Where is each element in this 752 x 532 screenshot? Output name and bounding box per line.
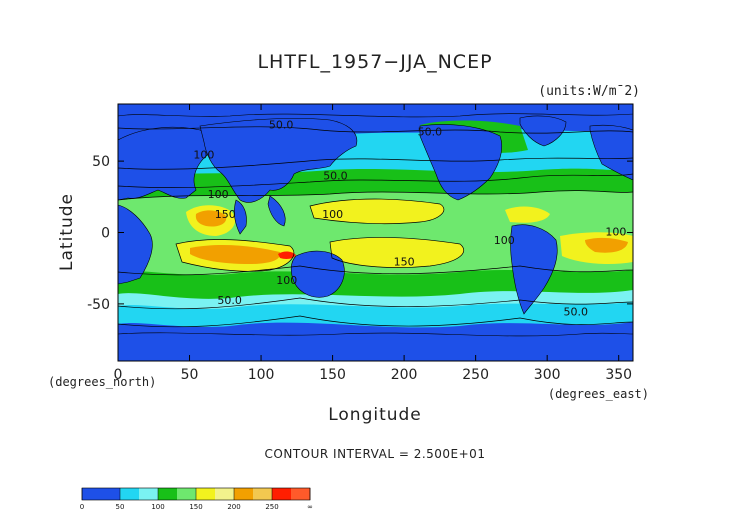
colorbar [81, 487, 311, 501]
colorbar-swatch [158, 488, 178, 500]
y-axis-ticks: -50 0 50 [87, 154, 633, 313]
colorbar-swatch [139, 488, 159, 500]
land-india [234, 199, 247, 235]
colorbar-swatch [253, 488, 273, 500]
colorbar-label: 150 [189, 503, 202, 511]
colorbar-label: 100 [151, 503, 164, 511]
land-greenland [519, 115, 567, 147]
y-tick-label: 0 [101, 226, 110, 242]
x-tick-label: 150 [319, 367, 346, 383]
contour-label: 50.0 [564, 305, 589, 318]
contour-label: 50.0 [269, 118, 294, 131]
core-arabian-orange [195, 210, 227, 227]
colorbar-swatch [215, 488, 235, 500]
colorbar-label: 200 [227, 503, 240, 511]
contour-line-100-south [118, 265, 633, 276]
contour-line-150-npacific [309, 198, 445, 224]
x-tick-label: 300 [534, 367, 561, 383]
land-europe-africa-east [589, 124, 633, 181]
land-eurasia [199, 118, 358, 203]
contour-interval: CONTOUR INTERVAL = 2.500E+01 [265, 447, 486, 461]
colorbar-label: 250 [265, 503, 278, 511]
x-tick-label: 350 [605, 367, 632, 383]
colorbar-swatch [82, 488, 102, 500]
land-south-america [510, 224, 558, 315]
land-southeast-asia [267, 195, 286, 227]
x-tick-label: 0 [114, 367, 123, 383]
contour-line-150-indian [175, 239, 295, 272]
x-tick-label: 100 [248, 367, 275, 383]
x-unit-label: (degrees_east) [548, 387, 649, 401]
x-tick-label: 200 [391, 367, 418, 383]
contour-label: 50.0 [418, 125, 443, 138]
colorbar-swatch [272, 488, 292, 500]
chart-title: LHTFL_1957−JJA_NCEP [257, 51, 492, 73]
contour-labels: 50.0 100 50.0 100 150 100 150 100 50.0 100 100 50.0… [193, 118, 626, 318]
colorbar-swatch [120, 488, 140, 500]
colorbar-label: ∞ [307, 503, 313, 511]
colorbar-swatch [291, 488, 311, 500]
x-axis-ticks: 0 50 100 150 200 250 300 350 [114, 104, 632, 383]
land-australia [290, 250, 345, 298]
contour-line-150-pacific [329, 237, 465, 268]
y-tick-label: 50 [92, 154, 110, 170]
land-africa [118, 204, 153, 285]
land-antarctica [118, 332, 633, 361]
contour-line-75-north [118, 157, 633, 170]
core-caribbean [505, 206, 550, 223]
colorbar-label: 0 [80, 503, 84, 511]
core-north-pacific [310, 199, 444, 224]
x-tick-label: 50 [181, 367, 199, 383]
colorbar-swatch [234, 488, 254, 500]
contour-label: 50.0 [323, 170, 348, 183]
core-red-maximum [278, 251, 296, 259]
colorbar-swatch [101, 488, 121, 500]
x-tick-label: 250 [462, 367, 489, 383]
colorbar-label: 50 [116, 503, 125, 511]
contour-line-100-north [118, 190, 633, 201]
contour-line-arctic [118, 126, 633, 134]
contour-label: 100 [193, 148, 214, 161]
contour-label: 150 [215, 208, 236, 221]
contour-lines [118, 126, 633, 328]
contour-line-50-north [118, 173, 633, 189]
colorbar-labels: 0 50 100 150 200 250 ∞ [80, 488, 313, 511]
contour-label: 100 [208, 188, 229, 201]
core-indian-ocean-orange [190, 245, 281, 264]
land-north-america [118, 126, 215, 201]
contour-label: 150 [394, 255, 415, 268]
core-south-pacific [330, 237, 464, 268]
contour-label: 100 [605, 225, 626, 238]
x-axis-label: Longitude [328, 405, 422, 425]
y-unit-label: (degrees_north) [48, 375, 156, 389]
contour-line-25-south [118, 315, 633, 328]
chart-units: (units:W/m¯2) [538, 84, 640, 99]
flux-field [118, 104, 633, 361]
contour-line-50-south [118, 297, 633, 310]
core-south-atlantic-orange [585, 237, 628, 253]
y-axis-label: Latitude [57, 193, 77, 271]
contour-label: 100 [494, 234, 515, 247]
contour-label: 100 [276, 274, 297, 287]
land-arctic [118, 104, 633, 118]
contour-label: 50.0 [217, 294, 242, 307]
colorbar-swatch [177, 488, 197, 500]
contour-label: 100 [322, 208, 343, 221]
y-tick-label: -50 [87, 297, 110, 313]
colorbar-swatch [196, 488, 216, 500]
